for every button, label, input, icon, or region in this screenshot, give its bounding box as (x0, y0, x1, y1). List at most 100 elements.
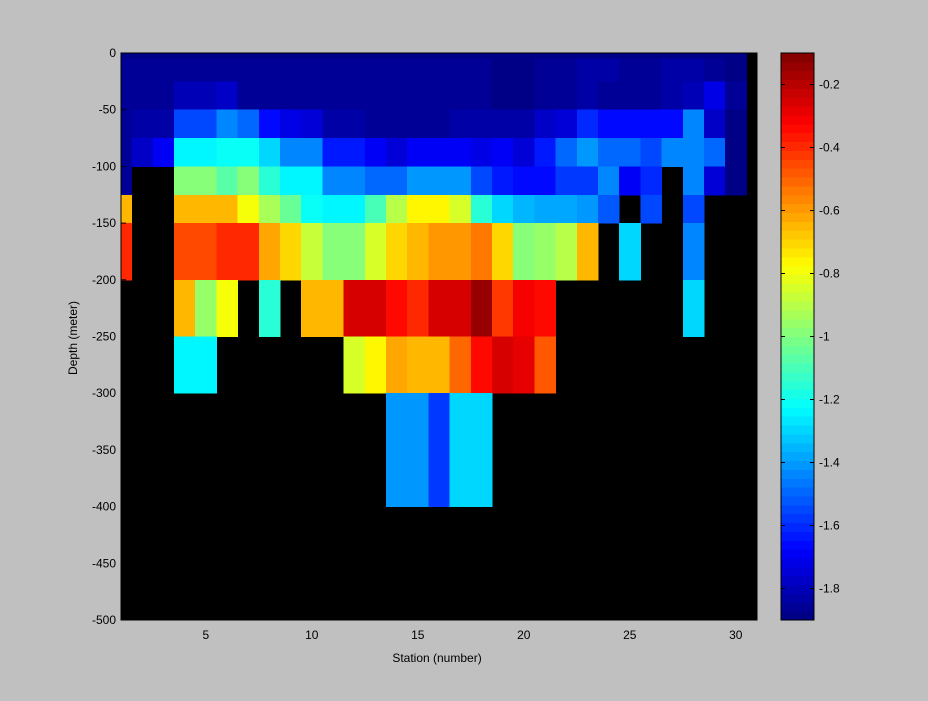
heatmap-cell (640, 194, 663, 224)
colorbar-step (781, 61, 814, 72)
colorbar-step (781, 433, 814, 444)
heatmap-cell (216, 194, 239, 224)
heatmap-cell (407, 166, 429, 196)
heatmap-cell (428, 393, 451, 508)
colorbar-step (781, 513, 814, 524)
colorbar-step (781, 70, 814, 81)
heatmap-cell (364, 109, 387, 139)
heatmap-cell (640, 58, 663, 82)
y-tick-label: -300 (92, 386, 116, 400)
heatmap-cell (492, 194, 514, 224)
heatmap-cell (513, 53, 535, 60)
heatmap-cell (121, 223, 133, 281)
colorbar: -0.2 -0.4 -0.6 -0.8 -1 -1.2 -1.4 -1.6 -1.8 (780, 52, 840, 621)
heatmap-cell (704, 166, 726, 196)
heatmap-cell (513, 194, 535, 224)
heatmap-cell (619, 109, 641, 139)
colorbar-tick-label: -1.2 (819, 393, 840, 407)
heatmap-cell (449, 53, 472, 60)
heatmap-cell (576, 58, 599, 82)
heatmap-cell (513, 58, 535, 82)
colorbar-step (781, 301, 814, 311)
heatmap-cell (174, 194, 196, 224)
colorbar-step (781, 425, 814, 435)
heatmap-cell (407, 393, 429, 508)
heatmap-cell (301, 138, 323, 167)
heatmap-cell (386, 393, 408, 508)
heatmap-cell (301, 166, 323, 196)
colorbar-step (781, 292, 814, 302)
colorbar-step (781, 79, 814, 89)
heatmap-cell (407, 109, 429, 139)
heatmap-cell (301, 58, 323, 82)
heatmap-cell (386, 336, 408, 394)
heatmap-cell (449, 58, 472, 82)
heatmap-cell (598, 58, 620, 82)
heatmap-cell (598, 194, 620, 224)
heatmap-cell (555, 166, 578, 196)
heatmap-cell (258, 223, 281, 281)
heatmap-cell (343, 194, 366, 224)
heatmap-cell (216, 223, 239, 281)
heatmap-cell (195, 223, 217, 281)
heatmap-cell (343, 336, 366, 394)
heatmap-cell (280, 138, 302, 167)
heatmap-cell (470, 138, 493, 167)
colorbar-step (781, 212, 814, 222)
heatmap-cell (322, 58, 345, 82)
heatmap-cell (364, 279, 387, 337)
heatmap-cell (598, 109, 620, 139)
heatmap-cell (280, 58, 302, 82)
heatmap-cell (640, 81, 663, 111)
colorbar-step (781, 239, 814, 249)
colorbar-step (781, 389, 814, 400)
heatmap-cell (322, 194, 345, 224)
heatmap-cell (534, 223, 557, 281)
heatmap-cell (640, 109, 663, 139)
heatmap-cell (174, 81, 196, 111)
heatmap-cell (280, 53, 302, 60)
heatmap-cell (386, 58, 408, 82)
y-tick-label: -250 (92, 330, 116, 344)
heatmap-cell (576, 53, 599, 60)
colorbar-step (781, 611, 814, 621)
colorbar-step (781, 265, 814, 275)
colorbar-step (781, 247, 814, 258)
heatmap-cell (343, 138, 366, 167)
heatmap-cell (386, 223, 408, 281)
colorbar-step (781, 159, 814, 169)
heatmap-cell (682, 166, 705, 196)
heatmap-cell (258, 279, 281, 337)
heatmap-cell (682, 223, 705, 281)
heatmap-cell (470, 393, 493, 508)
colorbar-step (781, 336, 814, 346)
heatmap-cell (725, 81, 747, 111)
heatmap-cell (661, 81, 684, 111)
heatmap-cell (258, 58, 281, 82)
heatmap-cell (449, 336, 472, 394)
heatmap-cell (301, 109, 323, 139)
heatmap-cell (470, 109, 493, 139)
heatmap-cell (301, 194, 323, 224)
heatmap-cell (470, 53, 493, 60)
heatmap-cell (301, 81, 323, 111)
colorbar-tick-label: -1.6 (819, 519, 840, 533)
heatmap-cell (152, 138, 175, 167)
heatmap-cell (386, 138, 408, 167)
heatmap-cell (492, 58, 514, 82)
heatmap-cell (322, 223, 345, 281)
colorbar-step (781, 469, 814, 479)
heatmap-cell (258, 53, 281, 60)
heatmap-cell (704, 58, 726, 82)
colorbar-step (781, 150, 814, 160)
colorbar-step (781, 495, 814, 506)
heatmap-cell (195, 138, 217, 167)
colorbar-step (781, 557, 814, 568)
heatmap-cell (682, 138, 705, 167)
y-tick-label: -100 (92, 159, 116, 173)
heatmap-cell (152, 53, 175, 60)
x-tick-label: 30 (729, 628, 743, 642)
heatmap-cell (449, 109, 472, 139)
colorbar-step (781, 398, 814, 408)
